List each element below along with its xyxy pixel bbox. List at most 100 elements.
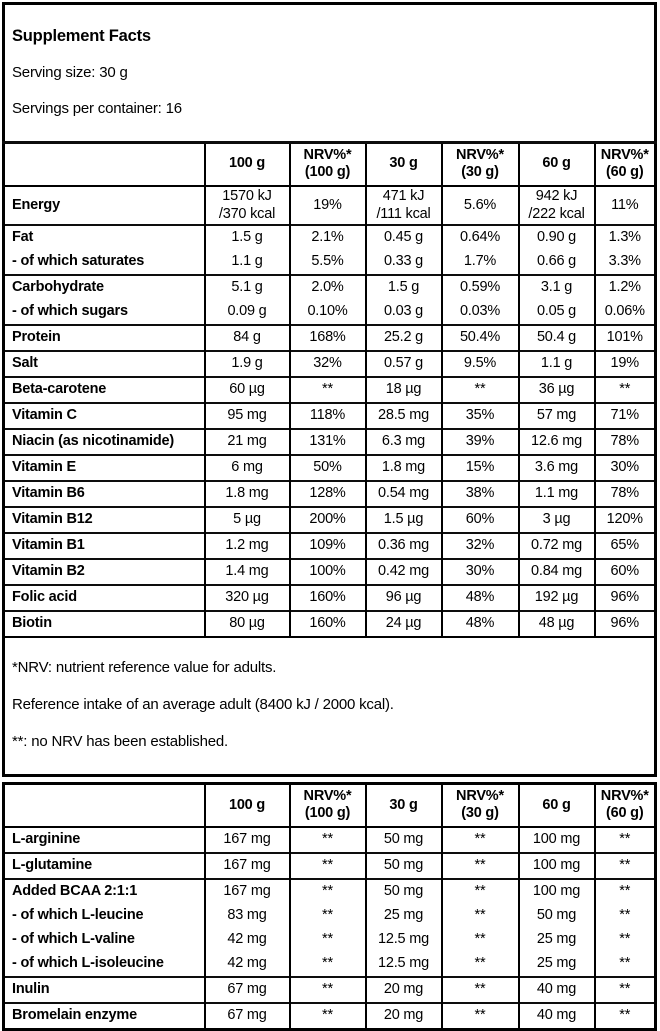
nutrient-value: 167 mg xyxy=(203,852,290,880)
nutrient-value: 57 mg xyxy=(517,402,595,430)
nutrient-label: - of which sugars xyxy=(12,303,128,320)
nutrient-label: Folic acid xyxy=(3,584,205,612)
nutrient-value: 0.57 g xyxy=(364,350,442,378)
nutrient-value: 21 mg xyxy=(203,428,290,456)
nutrient-value: ** xyxy=(440,976,519,1004)
table-row: Salt 1.9 g 32% 0.57 g 9.5% 1.1 g 19% xyxy=(3,350,656,378)
table-row: Bromelain enzyme 67 mg ** 20 mg ** 40 mg ** xyxy=(3,1002,656,1030)
column-header: NRV%* (30 g) xyxy=(440,783,519,829)
nutrient-value: 5.1 g xyxy=(203,274,290,301)
nutrient-value: ** xyxy=(593,1002,656,1030)
nutrient-value: 50 mg xyxy=(364,878,442,905)
nutrient-value: 1.1 g xyxy=(517,350,595,378)
nutrient-value: 32% xyxy=(288,350,366,378)
table-row: - of which saturates 1.1 g 5.5% 0.33 g 1.7% 0… xyxy=(4,250,656,276)
table-row: - of which L-valine 42 mg ** 12.5 mg ** 25 mg… xyxy=(4,928,656,953)
column-header: NRV%* (100 g) xyxy=(288,783,366,829)
nutrient-label: Vitamin B12 xyxy=(3,506,205,534)
nutrient-label: Vitamin C xyxy=(3,402,205,430)
nutrient-value: 192 µg xyxy=(517,584,595,612)
nutrient-value: 18 µg xyxy=(364,376,442,404)
table-row: Folic acid 320 µg 160% 96 µg 48% 192 µg 96% xyxy=(3,584,656,612)
nutrient-label: Protein xyxy=(3,324,205,352)
nutrient-value: ** xyxy=(288,852,366,880)
nutrient-value: 0.42 mg xyxy=(364,558,442,586)
table-row: Vitamin B2 1.4 mg 100% 0.42 mg 30% 0.84 mg 60% xyxy=(3,558,656,586)
nutrient-value: ** xyxy=(593,976,656,1004)
nutrient-value: 36 µg xyxy=(517,376,595,404)
nutrient-value: 71% xyxy=(593,402,656,430)
nutrient-value: 19% xyxy=(593,350,656,378)
nutrient-value: 25 mg xyxy=(364,904,442,929)
nutrient-label: Bromelain enzyme xyxy=(3,1002,205,1030)
nutrient-value: 1.2 mg xyxy=(203,532,290,560)
nutrient-value: 1.1 mg xyxy=(517,480,595,508)
nutrient-label: Vitamin B2 xyxy=(3,558,205,586)
nutrient-label: Fat xyxy=(3,224,205,251)
nutrient-value: ** xyxy=(288,376,366,404)
nutrient-label: Vitamin B1 xyxy=(3,532,205,560)
nutrient-value: 25.2 g xyxy=(364,324,442,352)
nutrient-value: 2.0% xyxy=(288,274,366,301)
title-row: Supplement Facts Serving size: 30 g Serv… xyxy=(3,3,656,144)
label-title: Supplement Facts xyxy=(12,27,151,45)
nutrient-label: - of which L-leucine xyxy=(12,907,144,924)
column-header: NRV%* (60 g) xyxy=(593,783,656,829)
nutrient-value: 38% xyxy=(440,480,519,508)
nutrient-value: 0.03 g xyxy=(364,300,442,326)
corner-cell xyxy=(3,142,205,187)
nutrient-value: 60% xyxy=(440,506,519,534)
nutrient-value: 1.2% xyxy=(593,274,656,301)
amino-acids-table: 100 g NRV%* (100 g) 30 g NRV%* (30 g) 60 g NR… xyxy=(2,782,657,1031)
nutrient-value: ** xyxy=(288,976,366,1004)
nutrient-value: 128% xyxy=(288,480,366,508)
nutrient-value: 0.84 mg xyxy=(517,558,595,586)
column-header: 60 g xyxy=(517,142,595,187)
nutrient-value: ** xyxy=(288,1002,366,1030)
column-header: 100 g xyxy=(203,783,290,829)
nutrient-value: 19% xyxy=(288,184,366,226)
column-header: NRV%* (30 g) xyxy=(440,142,519,187)
nutrient-value: 40 mg xyxy=(517,976,595,1004)
nutrient-value: 101% xyxy=(593,324,656,352)
nutrient-value: 50% xyxy=(288,454,366,482)
nutrient-value: 1.4 mg xyxy=(203,558,290,586)
nutrient-value: 0.10% xyxy=(288,300,366,326)
nutrient-value: 0.72 mg xyxy=(517,532,595,560)
nutrient-value: 0.03% xyxy=(440,300,519,326)
nutrient-value: 100 mg xyxy=(517,878,595,905)
table-row: Beta-carotene 60 µg ** 18 µg ** 36 µg ** xyxy=(3,376,656,404)
nutrient-value: 30% xyxy=(440,558,519,586)
nutrient-value: 0.66 g xyxy=(517,250,595,276)
nutrient-value: 12.5 mg xyxy=(364,928,442,953)
table-row: Added BCAA 2:1:1 167 mg ** 50 mg ** 100 mg ** xyxy=(3,878,656,905)
table-row: Inulin 67 mg ** 20 mg ** 40 mg ** xyxy=(3,976,656,1004)
nutrient-value: ** xyxy=(440,928,519,953)
title-block: Supplement Facts Serving size: 30 g Serv… xyxy=(3,3,656,144)
nutrient-value: ** xyxy=(593,928,656,953)
nutrient-value: 1.5 g xyxy=(364,274,442,301)
nutrient-value: 96% xyxy=(593,584,656,612)
column-header: NRV%* (100 g) xyxy=(288,142,366,187)
footnote-row: *NRV: nutrient reference value for adult… xyxy=(3,636,656,776)
table-row: Vitamin B1 1.2 mg 109% 0.36 mg 32% 0.72 mg 65% xyxy=(3,532,656,560)
nutrient-value: 25 mg xyxy=(517,952,595,978)
nutrient-label: Vitamin B6 xyxy=(3,480,205,508)
nutrient-value: 320 µg xyxy=(203,584,290,612)
nutrient-value: 65% xyxy=(593,532,656,560)
footnote-no-nrv: **: no NRV has been established. xyxy=(12,732,228,750)
nutrient-label: Salt xyxy=(3,350,205,378)
nutrient-value: 168% xyxy=(288,324,366,352)
nutrient-label: - of which L-valine xyxy=(12,931,135,948)
nutrient-value: ** xyxy=(288,904,366,929)
nutrient-value: 0.90 g xyxy=(517,224,595,251)
nutrient-label: Added BCAA 2:1:1 xyxy=(3,878,205,905)
footnote-block: *NRV: nutrient reference value for adult… xyxy=(3,636,656,776)
nutrient-value: 1570 kJ /370 kcal xyxy=(203,184,290,226)
nutrient-label: Vitamin E xyxy=(3,454,205,482)
nutrient-value: 1.5 g xyxy=(203,224,290,251)
column-header: 30 g xyxy=(364,783,442,829)
table-row: Biotin 80 µg 160% 24 µg 48% 48 µg 96% xyxy=(3,610,656,638)
nutrient-value: 3.1 g xyxy=(517,274,595,301)
